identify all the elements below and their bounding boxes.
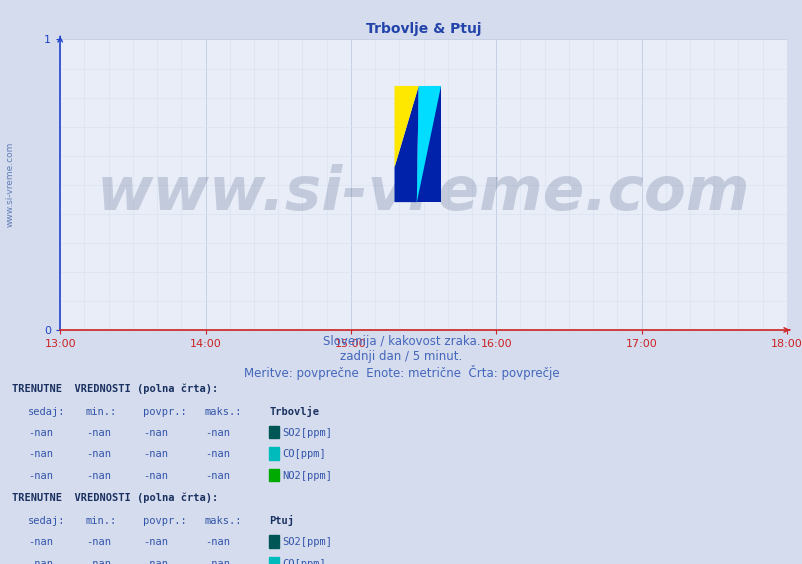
- Text: -nan: -nan: [205, 559, 229, 564]
- Text: Ptuj: Ptuj: [269, 515, 294, 526]
- Polygon shape: [394, 86, 418, 168]
- Text: -nan: -nan: [205, 537, 229, 548]
- Text: -nan: -nan: [143, 428, 168, 438]
- Text: -nan: -nan: [86, 559, 111, 564]
- Text: SO2[ppm]: SO2[ppm]: [282, 537, 332, 548]
- Text: -nan: -nan: [205, 428, 229, 438]
- Text: -nan: -nan: [143, 450, 168, 460]
- Text: Meritve: povprečne  Enote: metrične  Črta: povprečje: Meritve: povprečne Enote: metrične Črta:…: [243, 365, 559, 380]
- Text: Trbovlje: Trbovlje: [269, 406, 318, 417]
- Text: -nan: -nan: [86, 471, 111, 481]
- Text: -nan: -nan: [205, 450, 229, 460]
- Text: -nan: -nan: [86, 428, 111, 438]
- Text: -nan: -nan: [28, 559, 53, 564]
- Text: zadnji dan / 5 minut.: zadnji dan / 5 minut.: [340, 350, 462, 363]
- Text: povpr.:: povpr.:: [143, 516, 186, 526]
- Text: -nan: -nan: [28, 428, 53, 438]
- Text: -nan: -nan: [28, 471, 53, 481]
- Text: www.si-vreme.com: www.si-vreme.com: [6, 142, 15, 227]
- Polygon shape: [394, 86, 418, 202]
- Text: min.:: min.:: [86, 516, 117, 526]
- Text: -nan: -nan: [143, 471, 168, 481]
- Text: Slovenija / kakovost zraka.: Slovenija / kakovost zraka.: [322, 334, 480, 348]
- Text: SO2[ppm]: SO2[ppm]: [282, 428, 332, 438]
- Text: maks.:: maks.:: [205, 516, 242, 526]
- Text: -nan: -nan: [28, 450, 53, 460]
- Text: NO2[ppm]: NO2[ppm]: [282, 471, 332, 481]
- Polygon shape: [416, 86, 440, 202]
- Text: www.si-vreme.com: www.si-vreme.com: [97, 164, 749, 223]
- Text: maks.:: maks.:: [205, 407, 242, 417]
- Text: -nan: -nan: [86, 450, 111, 460]
- Text: povpr.:: povpr.:: [143, 407, 186, 417]
- Text: CO[ppm]: CO[ppm]: [282, 559, 326, 564]
- Text: min.:: min.:: [86, 407, 117, 417]
- Text: TRENUTNE  VREDNOSTI (polna črta):: TRENUTNE VREDNOSTI (polna črta):: [12, 384, 218, 394]
- Text: TRENUTNE  VREDNOSTI (polna črta):: TRENUTNE VREDNOSTI (polna črta):: [12, 493, 218, 504]
- Text: CO[ppm]: CO[ppm]: [282, 450, 326, 460]
- Text: sedaj:: sedaj:: [28, 516, 66, 526]
- Text: -nan: -nan: [28, 537, 53, 548]
- Polygon shape: [416, 86, 440, 202]
- Text: -nan: -nan: [143, 559, 168, 564]
- Text: -nan: -nan: [205, 471, 229, 481]
- Text: -nan: -nan: [143, 537, 168, 548]
- Text: sedaj:: sedaj:: [28, 407, 66, 417]
- Title: Trbovlje & Ptuj: Trbovlje & Ptuj: [366, 21, 480, 36]
- Text: -nan: -nan: [86, 537, 111, 548]
